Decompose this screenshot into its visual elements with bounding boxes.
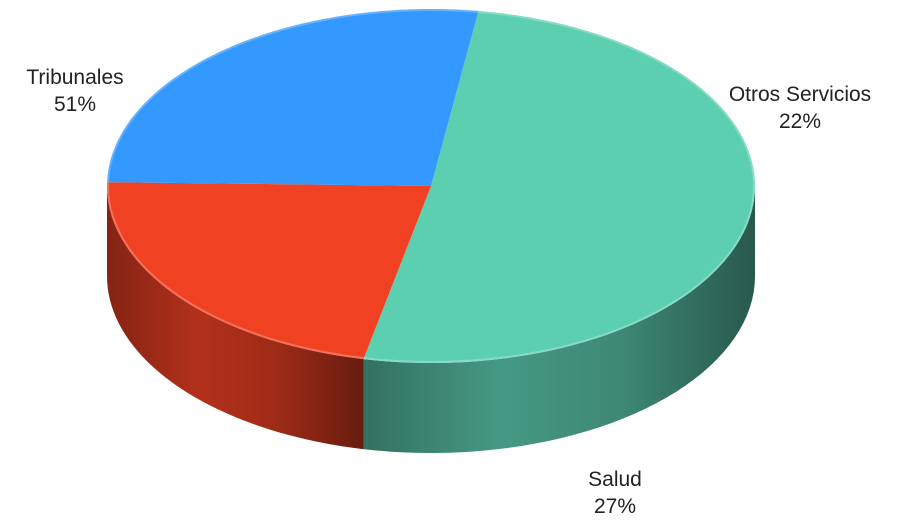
slice-name-tribunales: Tribunales xyxy=(26,66,124,89)
slice-name-otros-servicios: Otros Servicios xyxy=(728,83,872,106)
pie-slice-salud xyxy=(107,9,479,186)
slice-name-salud: Salud xyxy=(588,468,642,491)
slice-label-salud: Salud 27% xyxy=(570,466,660,520)
slice-label-tribunales: Tribunales 51% xyxy=(20,64,130,118)
pie-rim-highlight xyxy=(107,9,755,363)
pie-side-shade-otros-servicios xyxy=(107,186,364,450)
pie-slice-tribunales xyxy=(363,10,755,363)
slice-percent-tribunales: 51% xyxy=(53,93,97,116)
pie-side-shade-tribunales xyxy=(363,186,755,453)
pie-slice-otros-servicios xyxy=(107,182,431,360)
slice-percent-otros-servicios: 22% xyxy=(778,110,822,133)
pie-sides xyxy=(107,186,755,453)
slice-percent-salud: 27% xyxy=(593,495,637,518)
slice-label-otros-servicios: Otros Servicios 22% xyxy=(705,81,895,135)
pie-tops xyxy=(107,9,755,363)
